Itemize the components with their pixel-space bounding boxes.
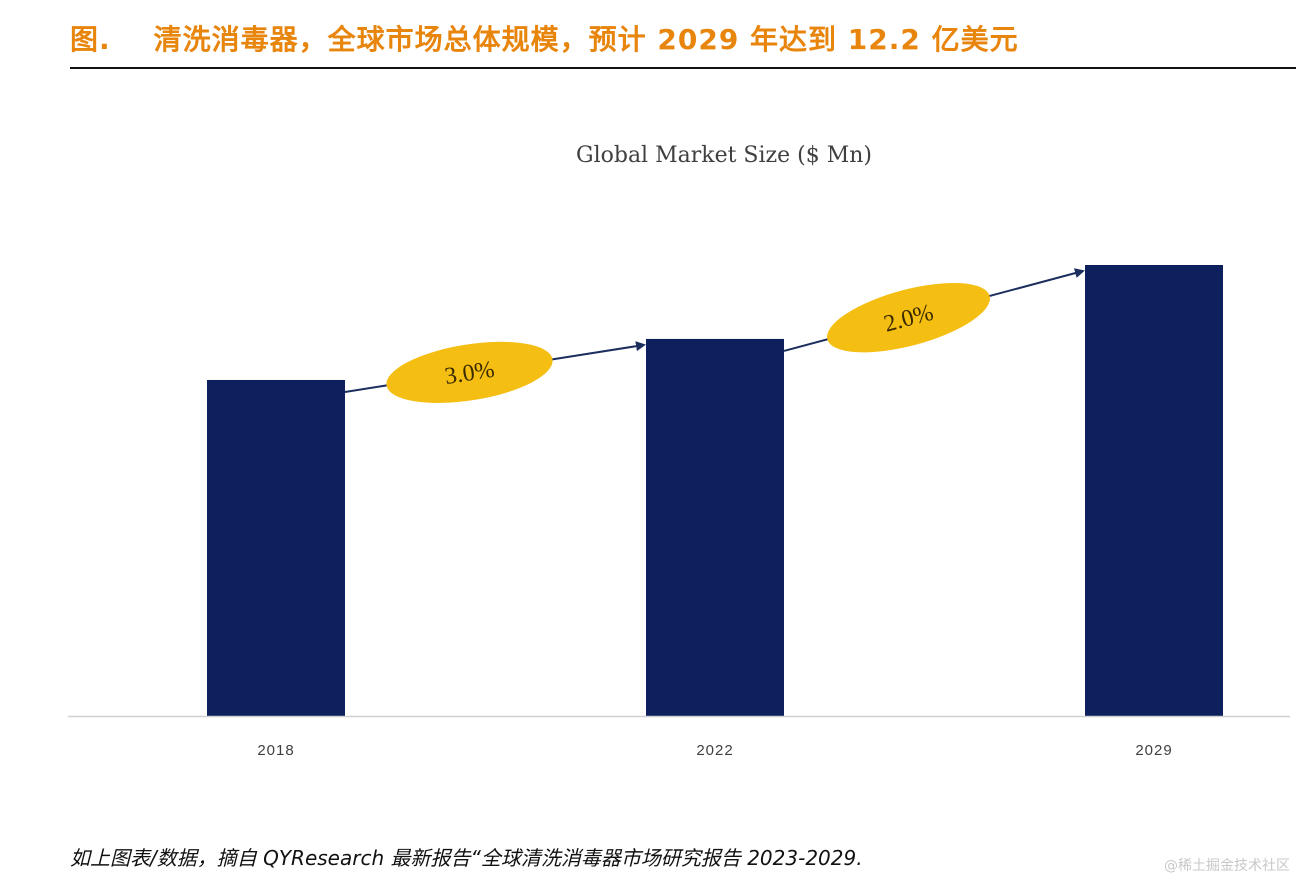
bar-2029 (1085, 265, 1223, 716)
title-divider (70, 67, 1296, 69)
chart-title: Global Market Size ($ Mn) (576, 143, 872, 168)
x-tick-label-2022: 2022 (696, 742, 733, 759)
figure-title: 图. 清洗消毒器，全球市场总体规模，预计 2029 年达到 12.2 亿美元 (70, 23, 1019, 56)
bar-2022 (646, 338, 784, 716)
x-tick-label-2018: 2018 (257, 742, 294, 759)
growth-rate-badge-1 (386, 341, 553, 403)
source-note: 如上图表/数据，摘自 QYResearch 最新报告“全球清洗消毒器市场研究报告… (70, 846, 863, 870)
x-tick-label-2029: 2029 (1135, 742, 1172, 759)
bar-2018 (207, 379, 345, 716)
growth-rate-badge-2 (827, 282, 990, 353)
watermark: @稀土掘金技术社区 (1164, 858, 1290, 874)
